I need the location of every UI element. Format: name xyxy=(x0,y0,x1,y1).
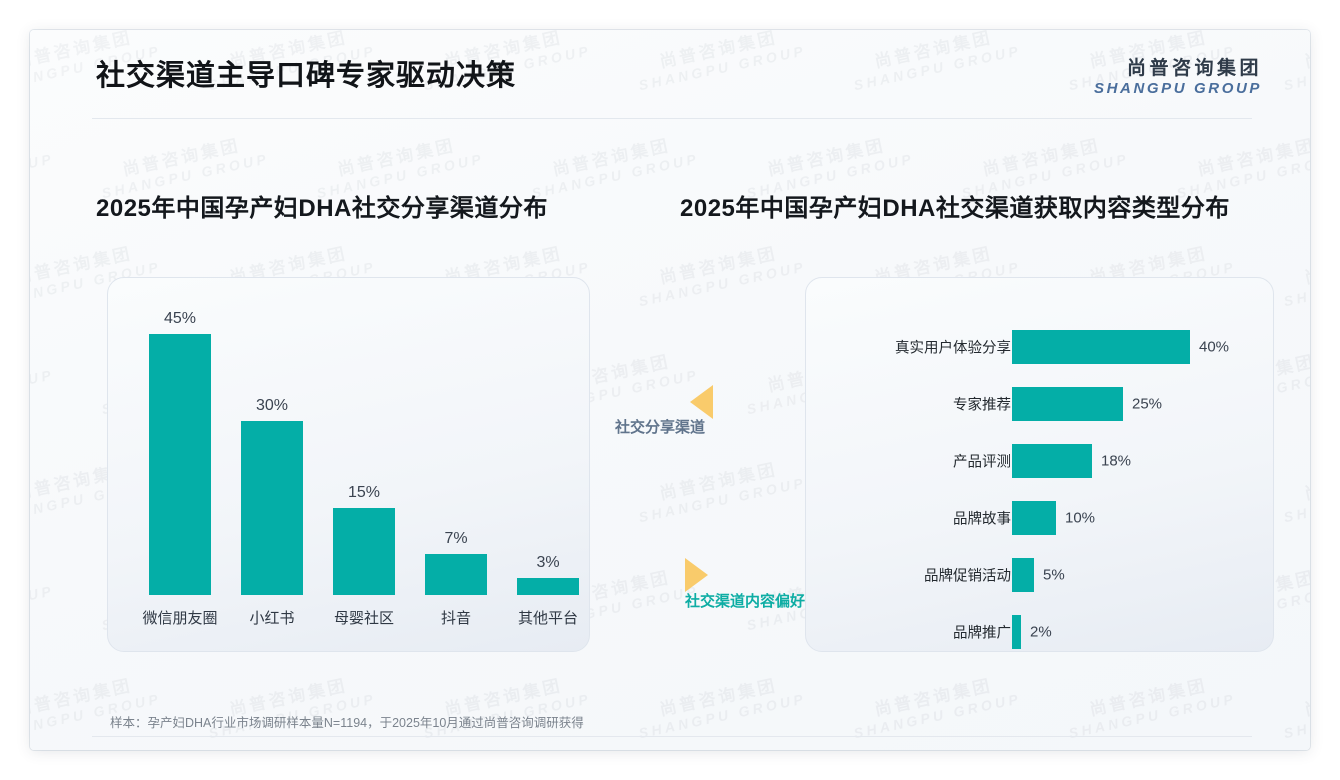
column-value-label: 15% xyxy=(347,484,381,501)
column-category-label: 母婴社区 xyxy=(333,610,394,627)
right-chart-title: 2025年中国孕产妇DHA社交渠道获取内容类型分布 xyxy=(680,195,1230,222)
column-value-label: 3% xyxy=(536,554,560,571)
column-bar xyxy=(425,554,487,595)
bar-value-label: 2% xyxy=(1030,623,1052,641)
bar-row: 品牌促销活动 5% xyxy=(805,558,1272,592)
arrow-left-icon xyxy=(690,385,713,419)
bar-category-label: 品牌促销活动 xyxy=(924,568,1011,585)
bar-category-label: 真实用户体验分享 xyxy=(895,340,1011,357)
column-bar-group: 3% 其他平台 xyxy=(517,554,579,627)
bar-value-label: 40% xyxy=(1199,338,1230,356)
bar-row: 品牌推广 2% xyxy=(805,615,1272,649)
content-type-chart: 真实用户体验分享 40% 专家推荐 25% 产品评测 18% 品牌故事 10% 品牌促销活动 5%… xyxy=(805,277,1272,650)
bar-row: 真实用户体验分享 40% xyxy=(805,330,1272,364)
bar-fill xyxy=(1012,558,1034,592)
footer-divider xyxy=(92,736,1252,737)
bar-value-label: 10% xyxy=(1065,509,1096,527)
brand-logo: 尚普咨询集团 SHANGPU GROUP xyxy=(1094,58,1262,98)
bar-value-label: 18% xyxy=(1101,452,1132,470)
bar-category-label: 专家推荐 xyxy=(953,397,1011,414)
logo-english: SHANGPU GROUP xyxy=(1094,80,1262,98)
footer-website[interactable]: www.shangpu-china.com xyxy=(1130,748,1268,750)
social-share-channel-chart: 45% 微信朋友圈 30% 小红书 15% 母婴社区 7% 抖音 3% 其他平台 xyxy=(107,248,588,650)
bar-fill xyxy=(1012,615,1021,649)
footer-copyright: ©2025.12 SHANGPU GROUP xyxy=(72,748,241,750)
bar-value-label: 25% xyxy=(1132,395,1163,413)
footnote: 样本：孕产妇DHA行业市场调研样本量N=1194，于2025年10月通过尚普咨询… xyxy=(110,716,584,730)
bar-fill xyxy=(1012,444,1092,478)
header-divider xyxy=(92,118,1252,119)
slide-header: 社交渠道主导口碑专家驱动决策 尚普咨询集团 SHANGPU GROUP xyxy=(30,30,1310,118)
slide-card: 尚普咨询集团 SHANGPU GROUP 尚普咨询集团 SHANGPU GROUP 尚普… xyxy=(30,30,1310,750)
column-bar xyxy=(517,578,579,595)
annotation-bottom-label: 社交渠道内容偏好 xyxy=(685,593,806,610)
column-category-label: 小红书 xyxy=(249,610,295,627)
column-bar xyxy=(333,508,395,595)
column-bar-group: 7% 抖音 xyxy=(425,530,487,627)
column-category-label: 抖音 xyxy=(440,610,471,627)
column-bar xyxy=(241,421,303,595)
column-category-label: 其他平台 xyxy=(517,610,578,627)
logo-chinese: 尚普咨询集团 xyxy=(1126,58,1262,79)
column-bar xyxy=(149,334,211,595)
bar-fill xyxy=(1012,387,1123,421)
column-bar-group: 45% 微信朋友圈 xyxy=(142,310,217,627)
left-chart-title: 2025年中国孕产妇DHA社交分享渠道分布 xyxy=(96,195,548,222)
column-value-label: 30% xyxy=(255,397,289,414)
bar-category-label: 品牌故事 xyxy=(953,511,1011,528)
annotation-top-label: 社交分享渠道 xyxy=(615,419,706,436)
bar-category-label: 品牌推广 xyxy=(953,625,1011,642)
bar-row: 品牌故事 10% xyxy=(805,501,1272,535)
column-value-label: 7% xyxy=(444,530,468,547)
bar-fill xyxy=(1012,330,1190,364)
bar-category-label: 产品评测 xyxy=(953,454,1011,471)
arrow-right-icon xyxy=(685,558,708,592)
column-category-label: 微信朋友圈 xyxy=(142,610,218,627)
page-title: 社交渠道主导口碑专家驱动决策 xyxy=(96,60,517,92)
bar-row: 专家推荐 25% xyxy=(805,387,1272,421)
column-value-label: 45% xyxy=(163,310,197,327)
bar-row: 产品评测 18% xyxy=(805,444,1272,478)
bar-fill xyxy=(1012,501,1056,535)
bar-value-label: 5% xyxy=(1043,566,1065,584)
column-bar-group: 15% 母婴社区 xyxy=(333,484,395,627)
column-bar-group: 30% 小红书 xyxy=(241,397,303,627)
